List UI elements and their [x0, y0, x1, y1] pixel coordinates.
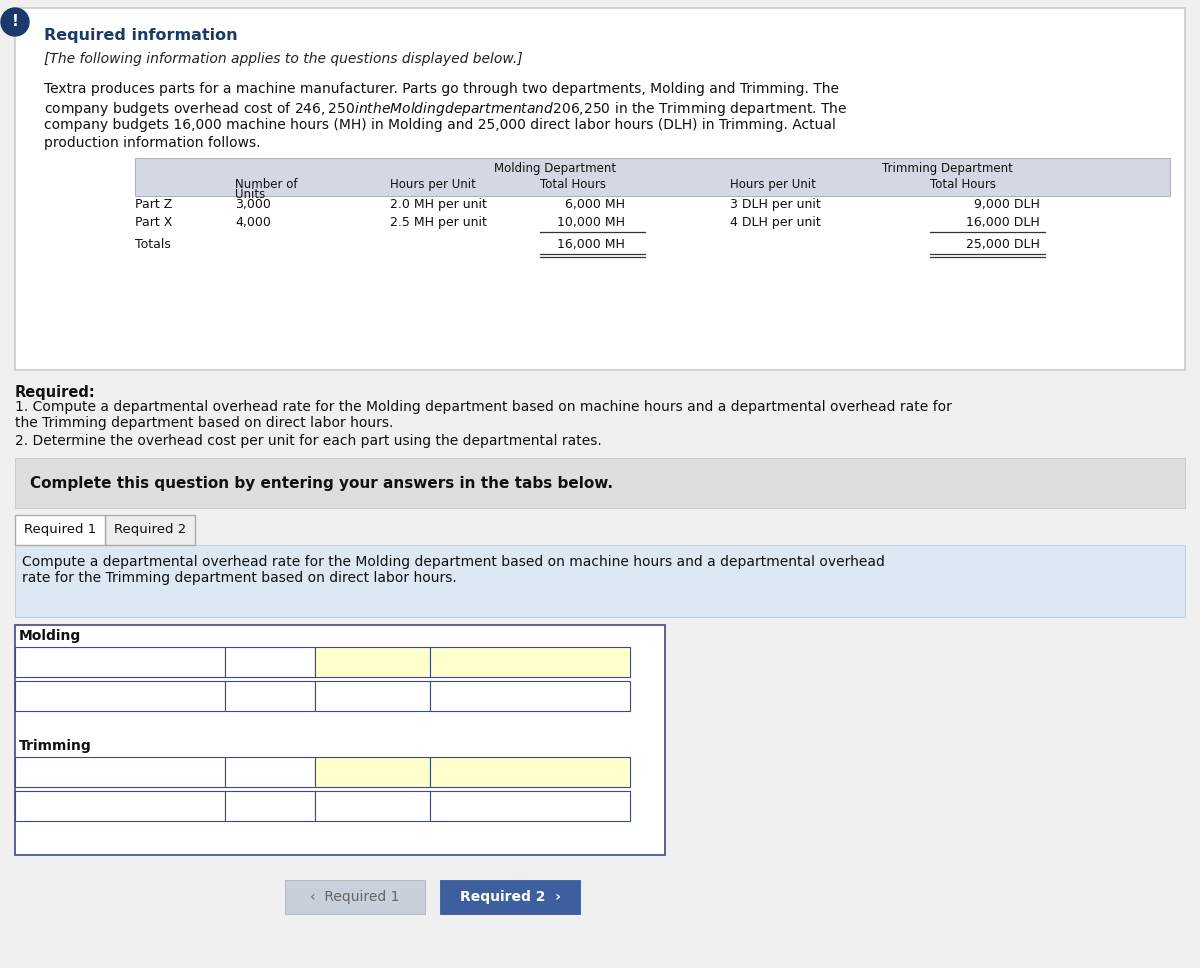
Bar [430, 681, 630, 711]
Text: Totals: Totals [134, 238, 170, 251]
Text: Molding Department: Molding Department [494, 162, 616, 175]
Bar [14, 8, 1186, 370]
Text: Hours per Unit: Hours per Unit [390, 178, 476, 191]
Bar [14, 515, 106, 545]
Bar [430, 791, 630, 821]
Bar [226, 791, 314, 821]
Bar [314, 681, 430, 711]
Bar [430, 757, 630, 787]
Bar [314, 757, 430, 787]
Text: Total Hours: Total Hours [540, 178, 606, 191]
Bar [14, 757, 226, 787]
Text: 9,000 DLH: 9,000 DLH [974, 198, 1040, 211]
Text: Required 1: Required 1 [24, 524, 96, 536]
Text: production information follows.: production information follows. [44, 136, 260, 150]
Text: Hours per Unit: Hours per Unit [730, 178, 816, 191]
Text: Units: Units [235, 188, 265, 201]
Text: Required:: Required: [14, 385, 96, 400]
Text: company budgets overhead cost of $246,250 in the Molding department and $206,250: company budgets overhead cost of $246,25… [44, 100, 847, 118]
Bar [134, 158, 1170, 196]
Bar [106, 515, 194, 545]
Text: 4 DLH per unit: 4 DLH per unit [730, 216, 821, 229]
Text: 2.5 MH per unit: 2.5 MH per unit [390, 216, 487, 229]
Text: company budgets 16,000 machine hours (MH) in Molding and 25,000 direct labor hou: company budgets 16,000 machine hours (MH… [44, 118, 836, 132]
Bar [14, 791, 226, 821]
Bar [314, 647, 430, 677]
Text: Number of: Number of [235, 178, 298, 191]
Text: 3 DLH per unit: 3 DLH per unit [730, 198, 821, 211]
Text: ‹  Required 1: ‹ Required 1 [311, 890, 400, 904]
Bar [14, 681, 226, 711]
Text: Required 2: Required 2 [114, 524, 186, 536]
Text: the Trimming department based on direct labor hours.: the Trimming department based on direct … [14, 416, 394, 430]
Bar [286, 880, 425, 914]
Text: rate for the Trimming department based on direct labor hours.: rate for the Trimming department based o… [22, 571, 457, 585]
Text: Required 2  ›: Required 2 › [460, 890, 560, 904]
Text: Part X: Part X [134, 216, 173, 229]
Bar [14, 625, 665, 855]
Text: Required information: Required information [44, 28, 238, 43]
Text: 3,000: 3,000 [235, 198, 271, 211]
Text: [The following information applies to the questions displayed below.]: [The following information applies to th… [44, 52, 523, 66]
Text: 10,000 MH: 10,000 MH [557, 216, 625, 229]
Bar [440, 880, 580, 914]
Text: 16,000 DLH: 16,000 DLH [966, 216, 1040, 229]
Text: Part Z: Part Z [134, 198, 173, 211]
Text: !: ! [12, 15, 18, 29]
Bar [14, 647, 226, 677]
Text: 1. Compute a departmental overhead rate for the Molding department based on mach: 1. Compute a departmental overhead rate … [14, 400, 952, 414]
Bar [430, 647, 630, 677]
Bar [314, 791, 430, 821]
Bar [14, 545, 1186, 617]
Text: 25,000 DLH: 25,000 DLH [966, 238, 1040, 251]
Bar [14, 458, 1186, 508]
Text: Complete this question by entering your answers in the tabs below.: Complete this question by entering your … [30, 476, 613, 491]
Text: 4,000: 4,000 [235, 216, 271, 229]
Text: Molding: Molding [19, 629, 82, 643]
Text: Trimming: Trimming [19, 739, 91, 753]
Text: 2.0 MH per unit: 2.0 MH per unit [390, 198, 487, 211]
Text: Textra produces parts for a machine manufacturer. Parts go through two departmen: Textra produces parts for a machine manu… [44, 82, 839, 96]
Circle shape [1, 8, 29, 36]
Text: Compute a departmental overhead rate for the Molding department based on machine: Compute a departmental overhead rate for… [22, 555, 884, 569]
Text: 6,000 MH: 6,000 MH [565, 198, 625, 211]
Bar [226, 647, 314, 677]
Text: Trimming Department: Trimming Department [882, 162, 1013, 175]
Text: 16,000 MH: 16,000 MH [557, 238, 625, 251]
Bar [226, 681, 314, 711]
Text: 2. Determine the overhead cost per unit for each part using the departmental rat: 2. Determine the overhead cost per unit … [14, 434, 601, 448]
Bar [226, 757, 314, 787]
Text: Total Hours: Total Hours [930, 178, 996, 191]
